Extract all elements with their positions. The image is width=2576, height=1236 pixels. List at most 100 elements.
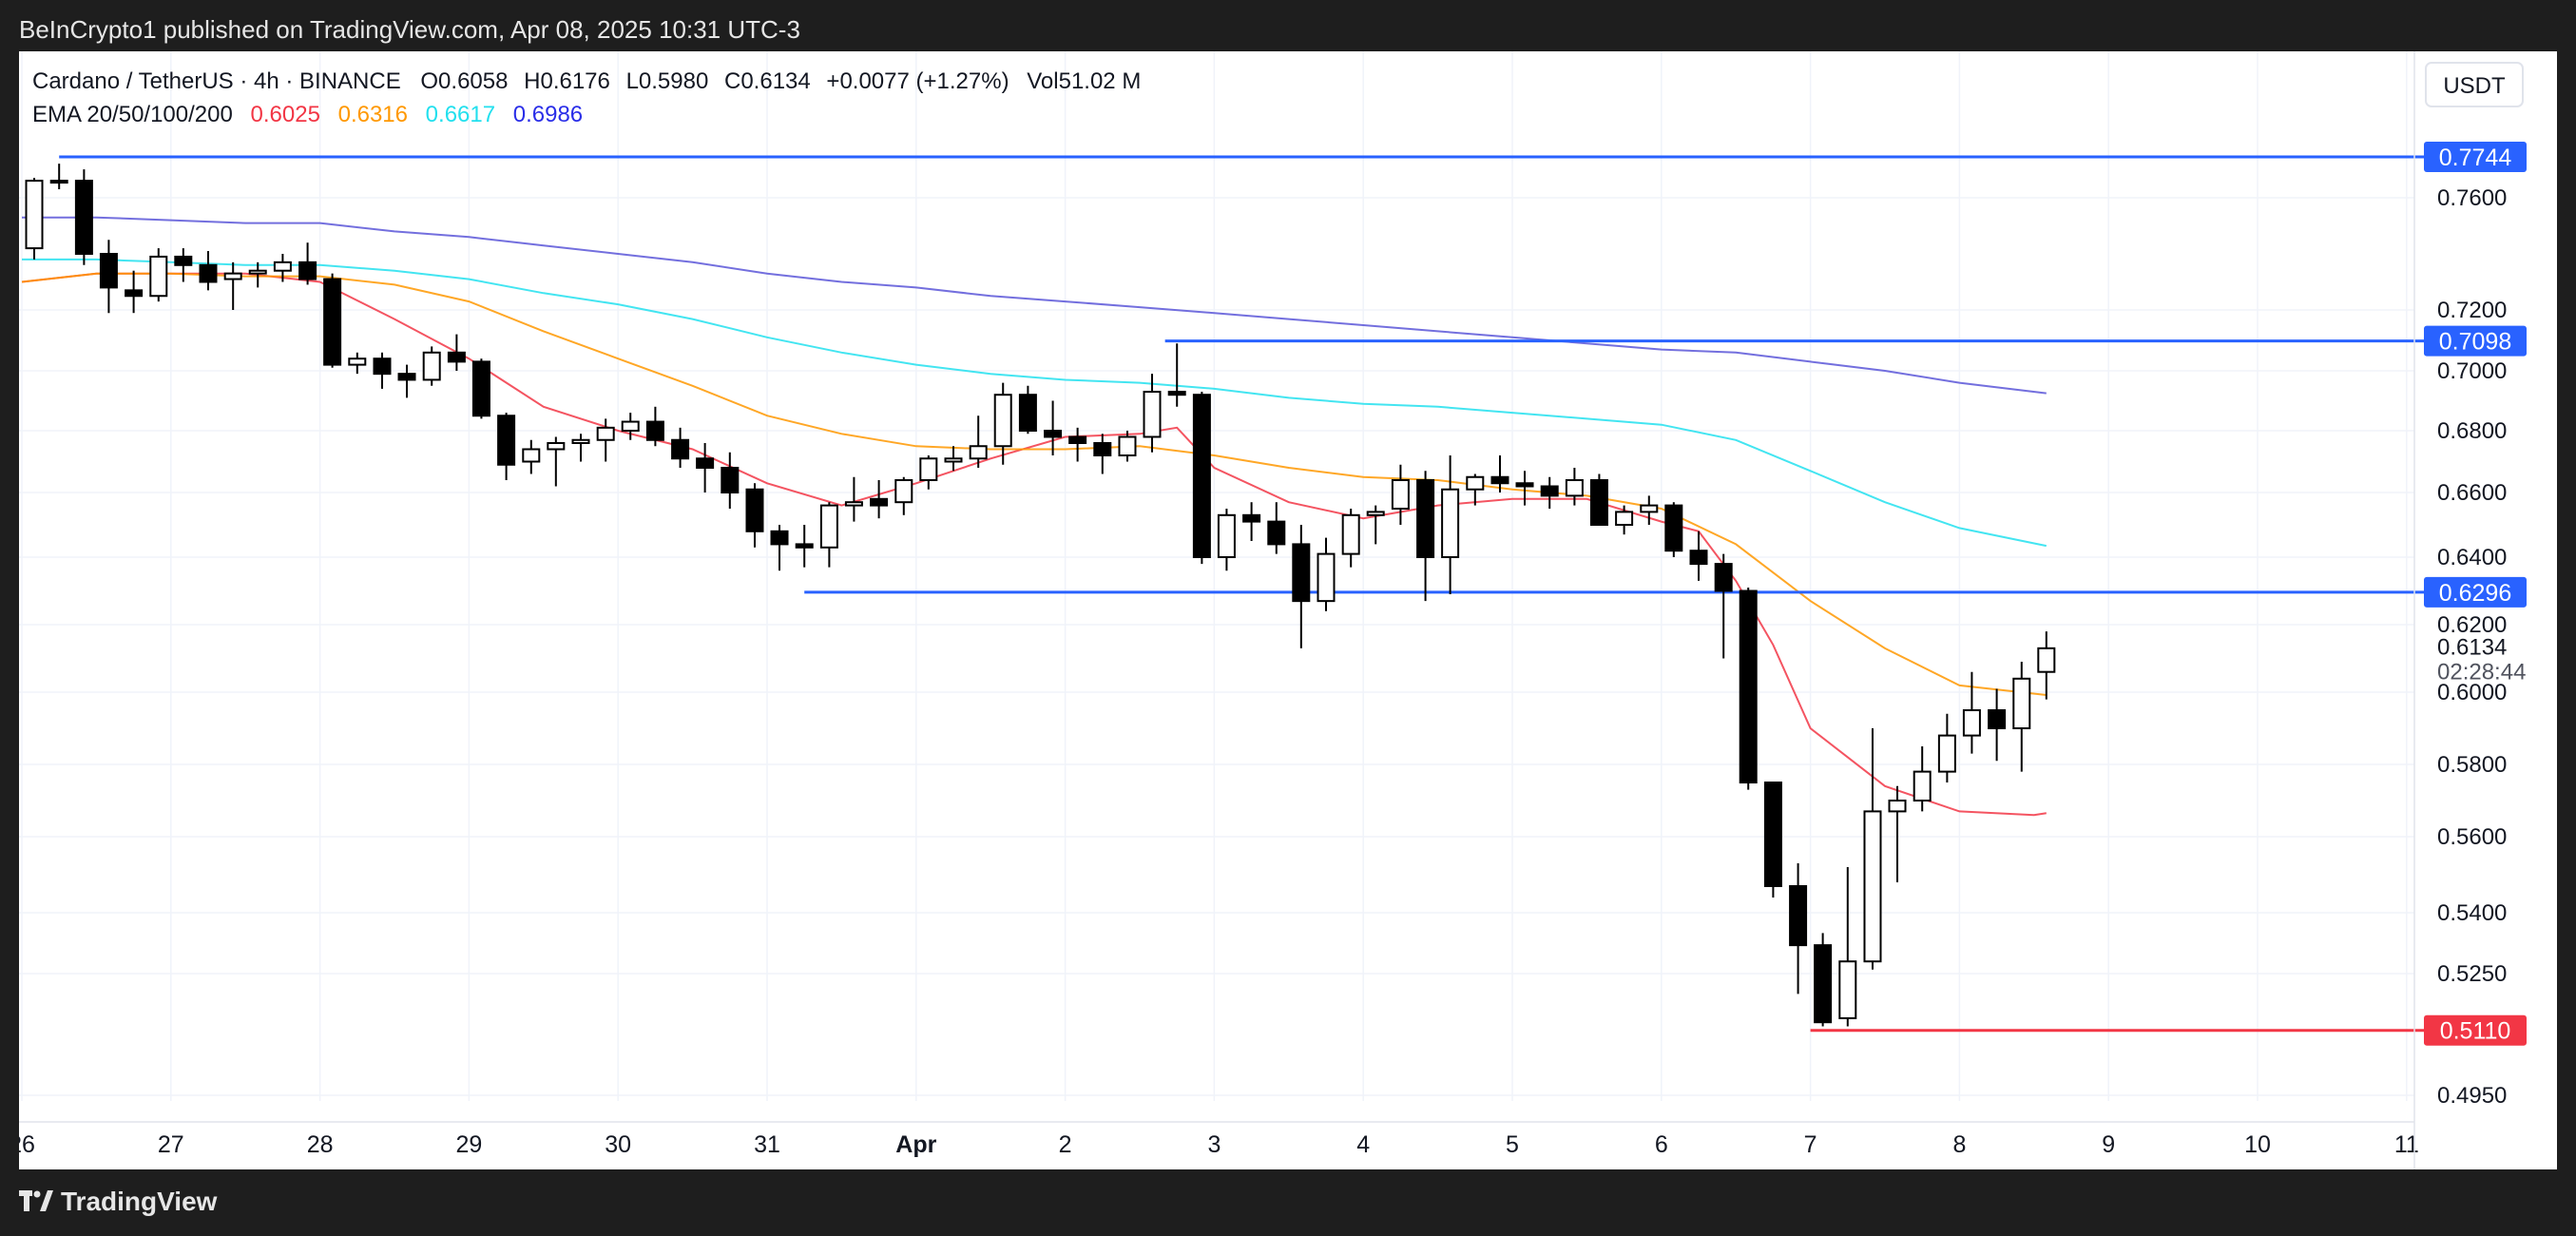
candle xyxy=(298,242,317,285)
y-tick-label: 0.7600 xyxy=(2437,185,2507,211)
legend-line-2: EMA 20/50/100/200 0.6025 0.6316 0.6617 0… xyxy=(32,102,583,127)
candle xyxy=(969,415,988,468)
candle xyxy=(1093,434,1112,474)
candle-body-up xyxy=(919,457,938,481)
candle xyxy=(248,261,267,288)
level-price-tag xyxy=(2424,325,2527,357)
candle xyxy=(1490,455,1509,492)
candle-body-down xyxy=(1018,394,1037,433)
candle xyxy=(919,455,938,490)
candle xyxy=(2037,631,2056,700)
x-tick-label: 29 xyxy=(455,1131,482,1158)
level-price-label: 0.6296 xyxy=(2439,580,2511,607)
candle-body-up xyxy=(894,479,913,504)
x-tick-label: 28 xyxy=(307,1131,334,1158)
candle xyxy=(1565,468,1584,506)
ema-100-value: 0.6617 xyxy=(426,102,495,127)
currency-button-frame[interactable] xyxy=(2425,62,2524,107)
candle-body-up xyxy=(547,442,566,451)
level-lines xyxy=(59,155,2424,1033)
candle xyxy=(1814,933,1833,1027)
candle xyxy=(1192,392,1211,565)
x-axis[interactable]: 26 27 28 29 30 31 Apr 2 3 4 5 6 7 8 9 10 11 xyxy=(9,1121,2419,1158)
candle-body-up xyxy=(49,180,68,184)
x-tick-label: 7 xyxy=(1804,1131,1817,1158)
publish-info-bar: BeInCrypto1 published on TradingView.com… xyxy=(0,0,2576,51)
candle xyxy=(547,436,566,487)
open-value: O0.6058 xyxy=(420,68,508,94)
y-tick-label: 0.6200 xyxy=(2437,612,2507,638)
x-tick-label: 8 xyxy=(1952,1131,1966,1158)
candle xyxy=(1242,502,1261,541)
candle-body-up xyxy=(223,272,242,280)
price-chart[interactable]: 26 27 28 29 30 31 Apr 2 3 4 5 6 7 8 9 10 11 0.7600 0.7200… xyxy=(9,51,2557,1169)
candle-countdown: 02:28:44 xyxy=(2437,659,2526,685)
ema-50-value: 0.6316 xyxy=(338,102,408,127)
level-price-label: 0.7744 xyxy=(2439,145,2512,171)
candle xyxy=(770,525,789,571)
candle-body-down xyxy=(99,253,118,289)
symbol-label: Cardano / TetherUS · 4h · BINANCE xyxy=(32,68,401,94)
x-tick-label: 31 xyxy=(754,1131,780,1158)
y-tick-label: 0.5250 xyxy=(2437,961,2507,987)
currency-button-label[interactable]: USDT xyxy=(2443,73,2506,99)
candle-body-up xyxy=(1118,435,1137,456)
x-tick-label: 2 xyxy=(1059,1131,1072,1158)
candle xyxy=(25,178,44,260)
ema-20-value: 0.6025 xyxy=(251,102,320,127)
candle-body-up xyxy=(1565,479,1584,497)
candle xyxy=(223,261,242,310)
candle xyxy=(844,476,863,522)
candle xyxy=(1044,400,1063,455)
candle xyxy=(1540,476,1559,509)
candle-body-down xyxy=(1714,563,1733,592)
ema-line xyxy=(22,216,2047,395)
candle-body-down xyxy=(721,467,740,493)
candle xyxy=(721,452,740,509)
currency-button[interactable]: USDT xyxy=(2425,62,2524,107)
candle xyxy=(1018,385,1037,435)
candle xyxy=(894,476,913,515)
level-price-tags: 0.7744 0.7098 0.6296 0.5110 xyxy=(2424,142,2527,1046)
candles xyxy=(25,164,2056,1027)
candle xyxy=(1515,471,1534,506)
candle xyxy=(944,446,963,472)
candle xyxy=(497,413,516,480)
y-tick-label: 0.6800 xyxy=(2437,418,2507,444)
candle xyxy=(645,406,664,447)
candle-body-up xyxy=(621,420,640,432)
candle xyxy=(1292,525,1311,648)
chart-panel: 26 27 28 29 30 31 Apr 2 3 4 5 6 7 8 9 10 11 0.7600 0.7200… xyxy=(9,51,2557,1169)
candle-body-up xyxy=(248,269,267,275)
candle xyxy=(1714,553,1733,659)
candle xyxy=(174,248,193,282)
candle xyxy=(1267,502,1286,554)
y-axis[interactable]: 0.7600 0.7200 0.7000 0.6800 0.6600 0.6400 0.62… xyxy=(2413,51,2507,1169)
candle-body-down xyxy=(1540,485,1559,497)
candle xyxy=(199,251,218,291)
candle xyxy=(1763,782,1782,898)
candle xyxy=(671,427,690,468)
candle xyxy=(1341,509,1360,568)
candle-body-up xyxy=(1913,770,1932,801)
candle-body-down xyxy=(1664,504,1683,552)
candle-body-up xyxy=(1143,391,1162,438)
grid-lines xyxy=(19,51,2414,1101)
candle-body-down xyxy=(1763,782,1782,887)
candle xyxy=(1317,537,1336,611)
candle-body-up xyxy=(1317,552,1336,603)
level-price-label: 0.7098 xyxy=(2439,329,2511,356)
brand-name: TradingView xyxy=(61,1187,218,1216)
volume-value: Vol51.02 M xyxy=(1027,68,1141,94)
candle-body-up xyxy=(25,180,44,250)
candle xyxy=(348,352,367,375)
candle-body-down xyxy=(1490,475,1509,485)
x-tick-label: 26 xyxy=(19,1131,35,1158)
y-tick-label: 0.6600 xyxy=(2437,480,2507,506)
ema-label: EMA 20/50/100/200 xyxy=(32,102,233,127)
candle xyxy=(2012,662,2031,772)
x-tick-label: Apr xyxy=(895,1131,936,1158)
candle xyxy=(1689,531,1708,581)
candle xyxy=(1118,431,1137,462)
candle xyxy=(522,439,541,474)
